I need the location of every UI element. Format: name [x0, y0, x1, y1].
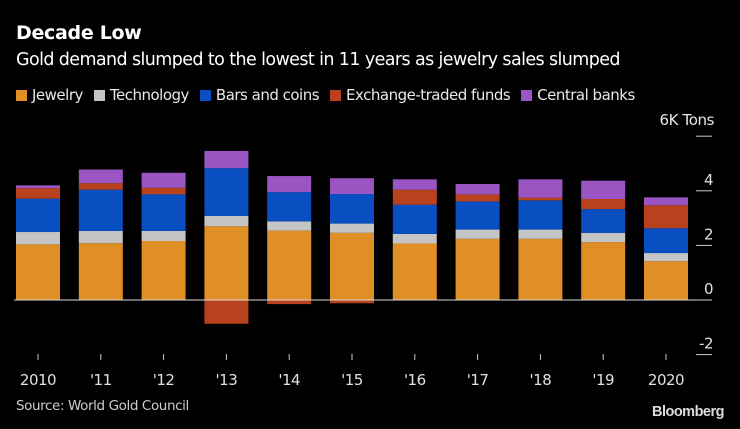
bar-segment-central-banks: [644, 197, 688, 206]
bar-segment-bars-and-coins: [16, 198, 60, 233]
bar-segment-jewelry: [267, 230, 312, 300]
bar-segment-bars-and-coins: [518, 200, 563, 230]
bar-segment-bars-and-coins: [267, 192, 312, 222]
bar-segment-jewelry: [78, 243, 123, 300]
x-tick-label: 2010: [20, 371, 56, 389]
legend-swatch: [521, 89, 533, 101]
chart-title: Decade Low: [16, 22, 142, 44]
x-tick-label: '13: [216, 371, 238, 389]
legend-swatch: [330, 89, 342, 101]
bar-segment-jewelry: [330, 232, 374, 300]
bar-segment-central-banks: [392, 179, 437, 190]
y-tick-label: 2: [704, 225, 713, 243]
bar-segment-central-banks: [267, 176, 312, 193]
legend-item: Central banks: [521, 86, 635, 104]
bar-segment-central-banks: [330, 178, 374, 195]
bar-segment-exchange-traded-funds: [141, 187, 186, 195]
bar-segment-bars-and-coins: [141, 194, 186, 231]
bar-segment-bars-and-coins: [204, 168, 249, 216]
bar-segment-bars-and-coins: [78, 189, 123, 231]
bar-segment-technology: [16, 232, 60, 245]
legend: Jewelry Technology Bars and coins Exchange-…: [16, 86, 635, 104]
legend-label: Technology: [109, 86, 190, 104]
bar-segment-technology: [581, 232, 626, 243]
bar-segment-technology: [330, 223, 374, 233]
bar-segment-central-banks: [141, 172, 186, 188]
chart-subtitle: Gold demand slumped to the lowest in 11 …: [16, 50, 620, 70]
bar-segment-technology: [644, 253, 688, 262]
legend-item: Bars and coins: [199, 86, 320, 104]
bar-segment-bars-and-coins: [330, 194, 374, 224]
bar-segment-exchange-traded-funds: [392, 189, 437, 205]
bar-segment-exchange-traded-funds: [204, 300, 249, 324]
bar-segment-exchange-traded-funds: [518, 197, 563, 201]
bar-segment-exchange-traded-funds: [455, 194, 500, 202]
y-axis-unit-label: 6K Tons: [659, 111, 715, 129]
bar-segment-jewelry: [141, 241, 186, 300]
bar-segment-technology: [518, 229, 563, 239]
legend-label: Bars and coins: [215, 86, 320, 104]
bar-segment-central-banks: [204, 150, 249, 169]
x-tick-label: '16: [404, 371, 426, 389]
source-note: Source: World Gold Council: [16, 398, 189, 414]
bar-segment-exchange-traded-funds: [581, 198, 626, 210]
bar-segment-jewelry: [518, 238, 563, 300]
legend-item: Jewelry: [16, 86, 83, 104]
bloomberg-logo: Bloomberg: [651, 404, 725, 420]
bar-segment-bars-and-coins: [455, 201, 500, 230]
bar-segment-jewelry: [455, 238, 500, 300]
legend-label: Exchange-traded funds: [346, 86, 511, 104]
bar-segment-central-banks: [581, 180, 626, 199]
x-tick-label: '12: [153, 371, 175, 389]
x-tick-label: '11: [90, 371, 112, 389]
y-tick-label: 0: [704, 280, 713, 298]
legend-item: Technology: [93, 86, 190, 104]
legend-label: Central banks: [537, 86, 635, 104]
bar-segment-technology: [267, 221, 312, 231]
x-tick-label: '19: [592, 371, 614, 389]
legend-swatch: [93, 89, 105, 101]
legend-label: Jewelry: [32, 86, 83, 104]
bar-segment-exchange-traded-funds: [267, 300, 312, 305]
bar-segment-bars-and-coins: [644, 228, 688, 254]
bar-segment-bars-and-coins: [581, 209, 626, 233]
bar-segment-technology: [141, 230, 186, 242]
legend-swatch: [199, 89, 211, 101]
bar-segment-exchange-traded-funds: [644, 205, 688, 229]
y-tick-label: 4: [704, 171, 713, 189]
bar-segment-technology: [78, 230, 123, 244]
bar-segment-central-banks: [16, 185, 60, 189]
bar-segment-technology: [455, 229, 500, 239]
bar-segment-jewelry: [392, 243, 437, 300]
bar-segment-exchange-traded-funds: [78, 183, 123, 190]
bar-segment-exchange-traded-funds: [330, 300, 374, 304]
bar-segment-jewelry: [581, 242, 626, 300]
bar-segment-exchange-traded-funds: [16, 188, 60, 199]
bar-segment-bars-and-coins: [392, 204, 437, 234]
bar-segment-technology: [392, 233, 437, 244]
bar-segment-technology: [204, 215, 249, 227]
bar-segment-jewelry: [204, 226, 249, 300]
x-tick-label: '17: [467, 371, 489, 389]
legend-item: Exchange-traded funds: [330, 86, 511, 104]
legend-swatch: [16, 89, 27, 101]
x-tick-label: '14: [278, 371, 300, 389]
bar-segment-jewelry: [16, 244, 60, 300]
x-tick-label: 2020: [648, 371, 684, 389]
y-tick-label: -2: [699, 335, 713, 353]
bar-segment-jewelry: [644, 261, 688, 300]
bar-segment-central-banks: [78, 169, 123, 184]
bar-segment-central-banks: [518, 179, 563, 198]
x-tick-label: '18: [530, 371, 552, 389]
bar-segment-central-banks: [455, 183, 500, 195]
x-tick-label: '15: [341, 371, 363, 389]
